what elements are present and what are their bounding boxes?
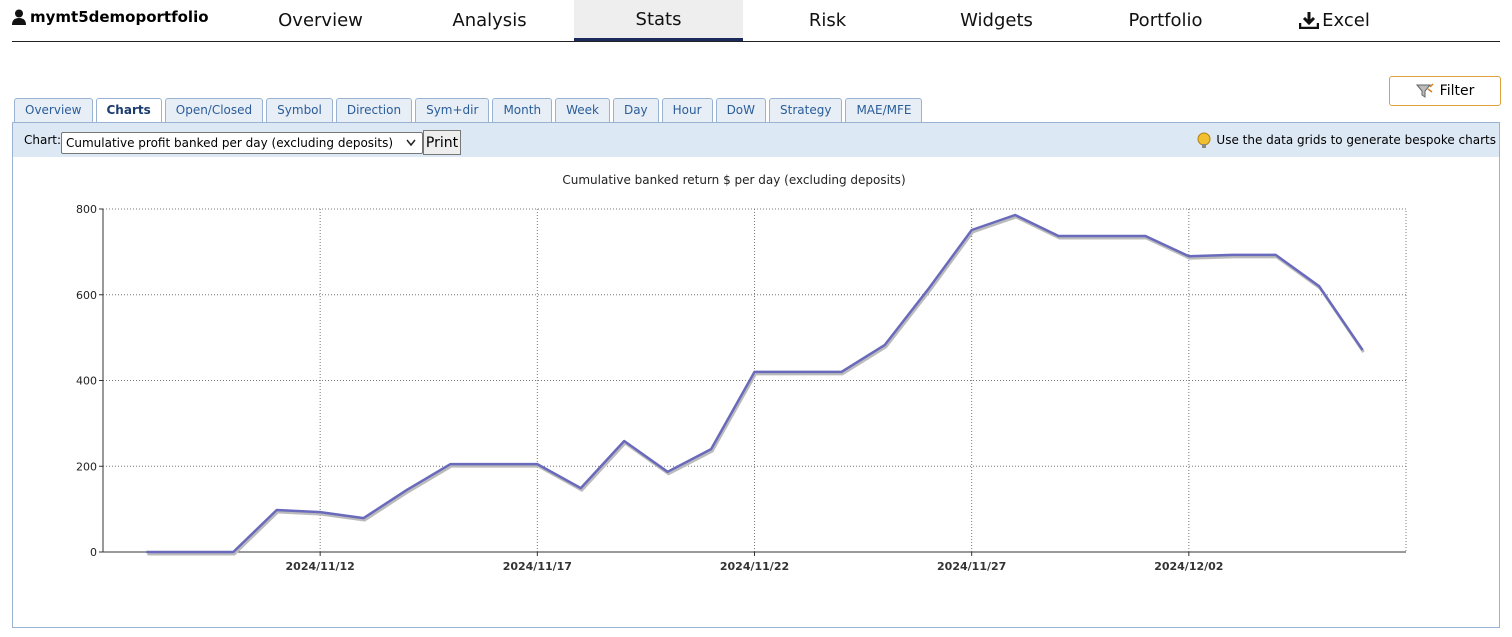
hint-icon — [1197, 132, 1211, 148]
nav-label: Analysis — [452, 9, 527, 31]
filter-label: Filter — [1439, 83, 1475, 99]
nav-bar: mymt5demoportfolio Overview Analysis Stats… — [12, 0, 1500, 42]
x-tick-label: 2024/11/17 — [503, 560, 572, 573]
tab[interactable]: Day — [612, 98, 659, 123]
nav-label: Stats — [635, 8, 682, 30]
tab-bar: Overview Charts Open/Closed Symbol Direction… — [14, 98, 923, 124]
nav-item[interactable]: Overview — [236, 0, 405, 40]
y-tick-label: 600 — [76, 289, 97, 302]
tab[interactable]: Hour — [661, 98, 713, 123]
user-icon — [12, 9, 26, 25]
chart-label: Chart: — [24, 133, 62, 147]
hint-text: Use the data grids to generate bespoke c… — [1216, 133, 1496, 147]
x-tick-label: 2024/11/12 — [286, 560, 355, 573]
chart-title: Cumulative banked return $ per day (excl… — [562, 173, 905, 187]
nav-label: Overview — [278, 9, 363, 31]
user-name: mymt5demoportfolio — [30, 8, 209, 26]
tab[interactable]: Charts — [95, 98, 162, 124]
y-tick-label: 400 — [76, 375, 97, 388]
print-label: Print — [425, 134, 459, 151]
nav-label: Portfolio — [1128, 9, 1203, 31]
hint: Use the data grids to generate bespoke c… — [1195, 131, 1496, 149]
tab[interactable]: MAE/MFE — [845, 98, 923, 123]
x-tick-label: 2024/11/22 — [720, 560, 789, 573]
nav-item[interactable]: Risk — [743, 0, 912, 40]
y-tick-label: 200 — [76, 460, 97, 473]
x-tick-label: 2024/11/27 — [937, 560, 1006, 573]
tab[interactable]: Overview — [14, 98, 93, 123]
print-button[interactable]: Print — [423, 130, 461, 155]
nav-item[interactable]: Widgets — [912, 0, 1081, 40]
nav-item[interactable]: Portfolio — [1081, 0, 1250, 40]
user[interactable]: mymt5demoportfolio — [12, 8, 209, 26]
tab[interactable]: Sym+dir — [415, 98, 490, 123]
tab[interactable]: Strategy — [769, 98, 843, 123]
filter-icon — [1415, 83, 1434, 98]
nav-label: Widgets — [960, 9, 1033, 31]
filter-button[interactable]: Filter — [1389, 76, 1501, 106]
toolbar: Chart: Cumulative profit banked per day … — [13, 123, 1499, 157]
y-tick-label: 0 — [90, 546, 97, 559]
tab[interactable]: DoW — [715, 98, 767, 123]
line — [146, 213, 1364, 554]
nav-label: Excel — [1322, 9, 1370, 31]
tab[interactable]: Week — [555, 98, 610, 123]
tab[interactable]: Open/Closed — [164, 98, 264, 123]
tab[interactable]: Symbol — [266, 98, 333, 123]
chart-select[interactable]: Cumulative profit banked per day (exclud… — [61, 132, 423, 154]
tab[interactable]: Month — [492, 98, 553, 123]
nav-item[interactable]: Stats — [574, 0, 743, 41]
x-tick-label: 2024/12/02 — [1154, 560, 1223, 573]
chart-select-value: Cumulative profit banked per day (exclud… — [66, 136, 394, 150]
chart-panel — [12, 122, 1500, 628]
y-tick-label: 800 — [76, 203, 97, 216]
nav-item[interactable]: Excel — [1250, 0, 1419, 40]
tab[interactable]: Direction — [335, 98, 413, 123]
nav-item[interactable]: Analysis — [405, 0, 574, 40]
download-icon — [1299, 12, 1320, 29]
line-shadow — [147, 215, 1365, 556]
nav-label: Risk — [808, 9, 847, 31]
select-arrow — [406, 139, 416, 147]
